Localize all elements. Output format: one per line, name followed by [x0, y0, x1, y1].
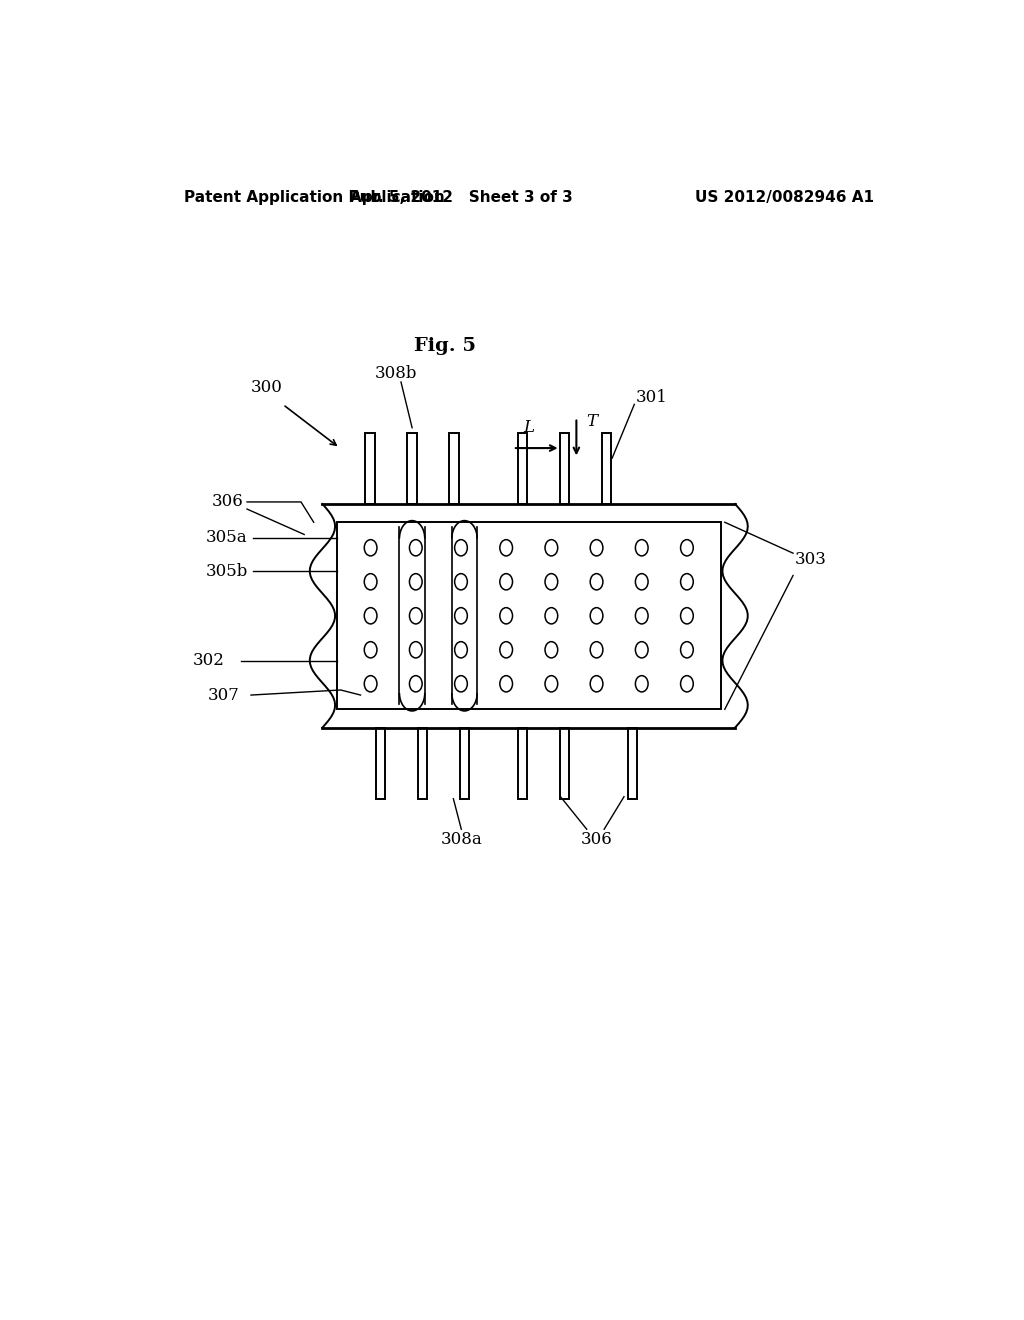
Bar [366, 433, 375, 504]
Bar [337, 523, 721, 709]
Text: 307: 307 [207, 686, 240, 704]
Text: 308a: 308a [440, 830, 482, 847]
Text: 303: 303 [795, 552, 826, 569]
Text: Patent Application Publication: Patent Application Publication [183, 190, 444, 205]
Bar [460, 727, 469, 799]
Text: 306: 306 [581, 830, 612, 847]
Text: 302: 302 [194, 652, 225, 669]
Bar [518, 727, 527, 799]
Bar [560, 433, 569, 504]
Text: L: L [523, 418, 535, 436]
Text: T: T [586, 412, 597, 429]
Text: Apr. 5, 2012   Sheet 3 of 3: Apr. 5, 2012 Sheet 3 of 3 [350, 190, 572, 205]
Bar [376, 727, 385, 799]
Bar [518, 433, 527, 504]
Bar [628, 727, 638, 799]
Bar [408, 433, 417, 504]
Text: 300: 300 [251, 379, 283, 396]
Bar [560, 727, 569, 799]
Text: 301: 301 [636, 389, 668, 405]
Bar [450, 433, 459, 504]
Text: 305b: 305b [206, 562, 248, 579]
Text: 306: 306 [211, 494, 243, 511]
Text: US 2012/0082946 A1: US 2012/0082946 A1 [695, 190, 873, 205]
Text: 308b: 308b [375, 366, 418, 383]
Text: Fig. 5: Fig. 5 [415, 338, 476, 355]
Bar [602, 433, 611, 504]
Bar [418, 727, 427, 799]
Text: 305a: 305a [206, 529, 248, 546]
